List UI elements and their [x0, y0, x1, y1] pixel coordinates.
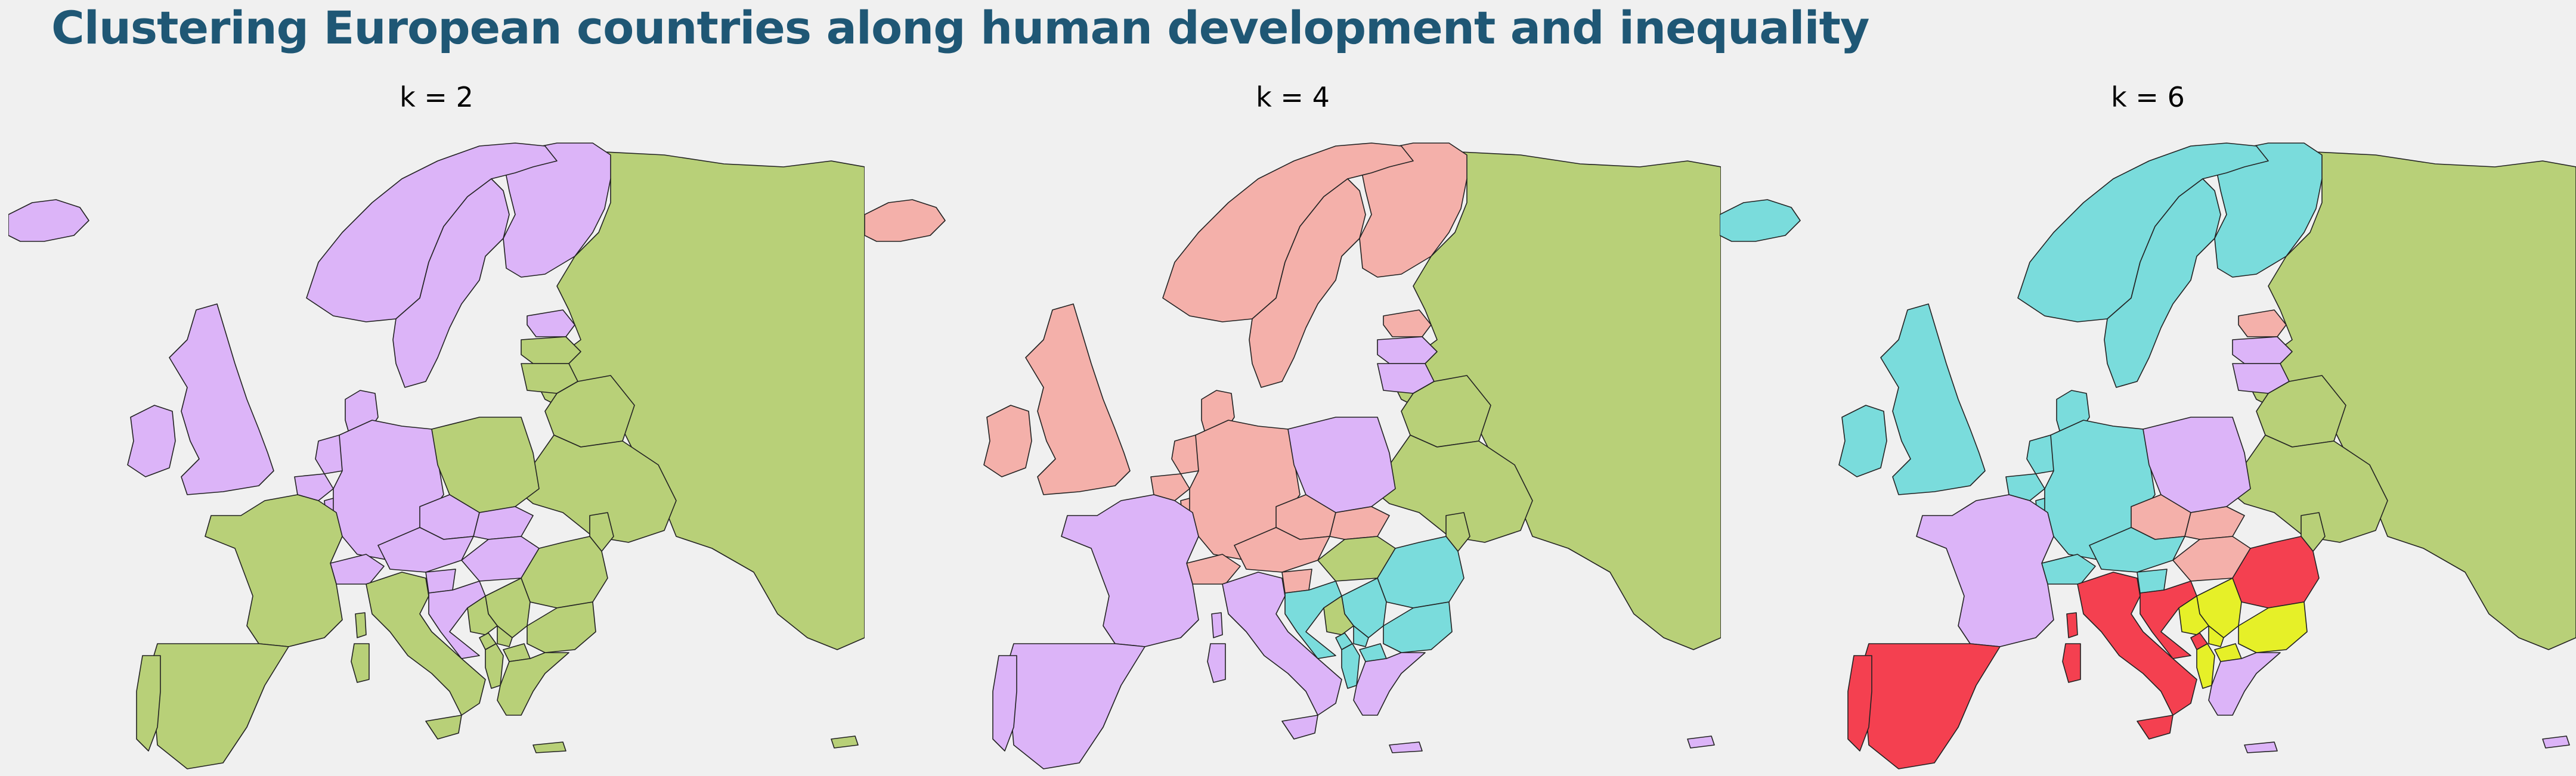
country-spain: [1004, 643, 1145, 769]
country-portugal: [992, 655, 1017, 752]
country-moldova: [589, 512, 614, 552]
europe-map: [1720, 142, 2576, 769]
country-cyprus: [831, 735, 859, 749]
country-slovenia: [425, 569, 456, 594]
country-romania: [1377, 536, 1465, 609]
europe-map: [8, 142, 865, 769]
country-uk: [1025, 303, 1131, 495]
country-switzerland: [330, 554, 385, 585]
country-austria: [377, 527, 474, 573]
country-iceland: [865, 199, 946, 242]
country-belgium: [2005, 473, 2045, 501]
country-albania: [485, 643, 504, 689]
country-switzerland: [1186, 554, 1241, 585]
country-corsica: [355, 612, 367, 638]
country-greece: [1353, 652, 1426, 716]
country-ireland: [127, 405, 176, 477]
country-france: [1916, 494, 2054, 647]
country-poland: [1287, 417, 1396, 513]
country-estonia: [527, 309, 575, 337]
panel-title: k = 4: [1256, 81, 1330, 113]
country-belgium: [1150, 473, 1190, 501]
country-france: [205, 494, 343, 647]
country-cyprus: [1687, 735, 1715, 749]
country-romania: [521, 536, 608, 609]
country-portugal: [136, 655, 161, 752]
country-sweden: [2104, 178, 2221, 388]
country-portugal: [1847, 655, 1872, 752]
country-finland: [2214, 142, 2323, 278]
country-cyprus: [2542, 735, 2570, 749]
country-latvia: [2232, 336, 2293, 364]
country-crete: [532, 741, 566, 753]
country-greece: [2208, 652, 2281, 716]
country-moldova: [2301, 512, 2326, 552]
country-sardinia: [1207, 643, 1226, 683]
country-poland: [431, 417, 540, 513]
country-iceland: [8, 199, 89, 242]
country-corsica: [2066, 612, 2078, 638]
map-panel-k6: k = 6: [1720, 0, 2576, 776]
country-bulgaria: [2238, 601, 2308, 653]
country-slovenia: [1281, 569, 1312, 594]
country-bulgaria: [527, 601, 596, 653]
country-sicily: [425, 715, 462, 740]
country-belgium: [294, 473, 334, 501]
country-slovenia: [2137, 569, 2168, 594]
country-finland: [503, 142, 611, 278]
country-croatia: [428, 581, 486, 659]
country-greece: [497, 652, 569, 716]
country-romania: [2232, 536, 2320, 609]
country-sardinia: [2062, 643, 2081, 683]
country-albania: [1341, 643, 1360, 689]
panel-title: k = 6: [2111, 81, 2185, 113]
country-spain: [1859, 643, 2001, 769]
country-albania: [2196, 643, 2215, 689]
map-panel-k4: k = 4: [865, 0, 1721, 776]
country-kosovo: [497, 625, 513, 647]
country-kosovo: [2208, 625, 2224, 647]
country-sicily: [1281, 715, 1318, 740]
country-poland: [2142, 417, 2251, 513]
country-austria: [1234, 527, 1330, 573]
country-latvia: [1377, 336, 1438, 364]
country-ireland: [983, 405, 1032, 477]
country-uk: [169, 303, 274, 495]
country-italy: [366, 572, 486, 716]
country-sicily: [2137, 715, 2174, 740]
country-estonia: [1383, 309, 1432, 337]
country-crete: [2244, 741, 2278, 753]
country-uk: [1880, 303, 1986, 495]
country-iceland: [1720, 199, 1801, 242]
country-sweden: [1249, 178, 1366, 388]
country-latvia: [521, 336, 581, 364]
chart-title: Clustering European countries along huma…: [51, 1, 1869, 54]
country-sardinia: [351, 643, 370, 683]
country-italy: [2077, 572, 2197, 716]
country-croatia: [2140, 581, 2197, 659]
country-kosovo: [1353, 625, 1369, 647]
country-france: [1061, 494, 1199, 647]
country-estonia: [2238, 309, 2287, 337]
country-crete: [1389, 741, 1423, 753]
country-spain: [148, 643, 289, 769]
country-sweden: [392, 178, 510, 388]
country-italy: [1222, 572, 1342, 716]
panel-title: k = 2: [400, 81, 473, 113]
country-ireland: [1838, 405, 1887, 477]
country-bulgaria: [1383, 601, 1453, 653]
country-switzerland: [2041, 554, 2096, 585]
europe-map: [865, 142, 1721, 769]
country-corsica: [1211, 612, 1223, 638]
map-panel-k2: k = 2: [8, 0, 865, 776]
country-croatia: [1284, 581, 1342, 659]
country-finland: [1359, 142, 1467, 278]
country-austria: [2089, 527, 2185, 573]
country-moldova: [1445, 512, 1470, 552]
